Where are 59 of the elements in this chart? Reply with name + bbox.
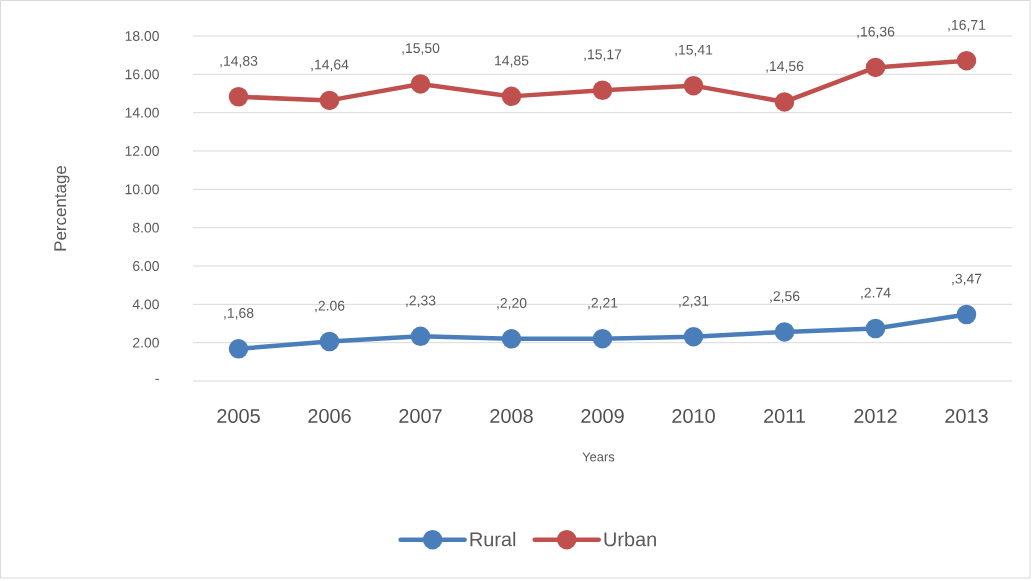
y-tick-label: 16.00 xyxy=(125,69,159,80)
x-tick-label: 2005 xyxy=(217,408,260,424)
x-tick-label: 2008 xyxy=(490,408,533,424)
y-tick-label: 18.00 xyxy=(125,31,159,41)
point xyxy=(410,326,431,347)
data-label: ,2,56 xyxy=(770,291,800,303)
x-tick-label: 2011 xyxy=(764,408,805,424)
y-tick-label: 4.00 xyxy=(132,299,159,310)
x-tick-label: 2013 xyxy=(945,408,988,424)
data-label: ,2,21 xyxy=(588,297,618,310)
y-tick-label: 12.00 xyxy=(125,146,159,156)
point xyxy=(319,331,340,352)
x-tick-label: 2007 xyxy=(399,408,442,424)
point xyxy=(956,304,977,325)
point xyxy=(501,329,522,349)
y-tick-label: 8.00 xyxy=(132,222,159,233)
point xyxy=(228,339,249,359)
data-label: ,2,31 xyxy=(679,295,709,308)
x-tick-label: 2012 xyxy=(854,408,897,424)
legend-label: Urban xyxy=(604,531,656,547)
point xyxy=(774,322,795,342)
x-tick-label: 2010 xyxy=(672,408,715,424)
data-label: ,15,41 xyxy=(675,44,713,57)
data-label: ,1,68 xyxy=(224,308,254,320)
point xyxy=(683,326,704,347)
point xyxy=(410,74,431,94)
y-tick-label: 10.00 xyxy=(125,184,159,195)
data-label: ,2,33 xyxy=(406,295,436,308)
y-tick-label: - xyxy=(155,378,159,380)
data-label: ,2,20 xyxy=(497,298,527,310)
point xyxy=(774,92,795,112)
x-axis-title: Years xyxy=(582,452,615,462)
point xyxy=(319,90,340,111)
point xyxy=(592,80,613,100)
data-label: ,16,36 xyxy=(857,26,895,39)
data-label: ,14,83 xyxy=(220,55,258,68)
data-label: ,2.74 xyxy=(861,287,891,300)
data-label: ,14,64 xyxy=(311,59,349,72)
y-axis-title: Percentage xyxy=(54,165,70,251)
point xyxy=(501,86,522,107)
point xyxy=(592,328,613,349)
point xyxy=(865,57,886,78)
point xyxy=(865,318,886,339)
data-label: ,3,47 xyxy=(952,273,982,286)
data-label: ,14,56 xyxy=(766,61,804,73)
data-label: ,2.06 xyxy=(315,300,345,313)
y-tick-label: 6.00 xyxy=(133,261,159,271)
point xyxy=(683,75,704,96)
data-label: ,15,50 xyxy=(402,43,440,55)
y-tick-label: 2.00 xyxy=(133,337,159,348)
data-label: ,16,71 xyxy=(948,19,986,32)
data-label: ,15,17 xyxy=(584,49,622,61)
x-tick-label: 2006 xyxy=(308,408,351,424)
point xyxy=(228,87,249,107)
y-tick-label: 14.00 xyxy=(125,107,159,118)
point xyxy=(956,50,977,71)
legend-label: Rural xyxy=(470,531,516,547)
x-tick-label: 2009 xyxy=(581,408,624,424)
data-label: 14,85 xyxy=(495,55,529,68)
